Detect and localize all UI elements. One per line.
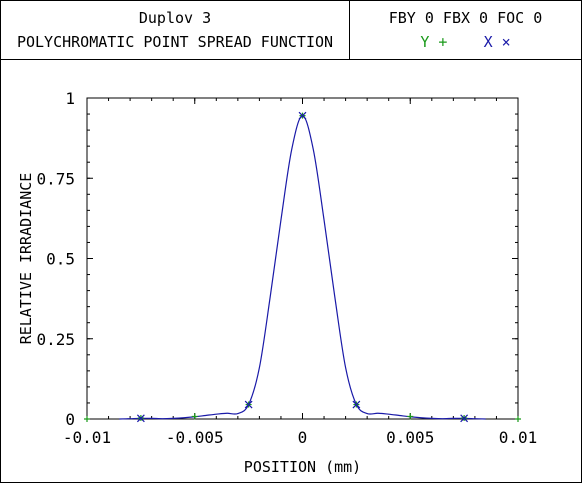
marker-x: [244, 400, 253, 409]
header-title-box: Duplov 3 POLYCHROMATIC POINT SPREAD FUNC…: [1, 1, 350, 60]
marker-y: [191, 413, 198, 420]
y-tick-label: 0.5: [46, 250, 75, 269]
legend-label-y: Y: [420, 33, 430, 51]
marker-x: [136, 414, 145, 423]
marker-y: [407, 413, 414, 420]
marker-x: [460, 414, 469, 423]
legend-marker-y: +: [438, 33, 448, 51]
marker-y: [515, 416, 521, 422]
y-tick-label: 0.25: [36, 330, 75, 349]
x-tick-label: -0.01: [63, 428, 111, 447]
y-tick-label: 1: [65, 89, 75, 108]
x-tick-label: 0: [298, 428, 308, 447]
y-tick-label: 0: [65, 410, 75, 429]
plot-area-frame: [86, 97, 519, 420]
field-info: FBY 0 FBX 0 FOC 0: [388, 9, 543, 27]
x-tick-label: 0.01: [499, 428, 538, 447]
y-tick-label: 0.75: [36, 169, 75, 188]
chart-title: Duplov 3: [138, 9, 212, 27]
legend-marker-x: ×: [501, 33, 511, 51]
header-info-box: FBY 0 FBX 0 FOC 0 Y + X ×: [350, 1, 581, 60]
chart-subtitle: POLYCHROMATIC POINT SPREAD FUNCTION: [16, 33, 334, 51]
x-axis-label: POSITION (mm): [244, 458, 361, 476]
x-tick-label: -0.005: [166, 428, 224, 447]
y-axis-label: RELATIVE IRRADIANCE: [17, 173, 35, 345]
series-line-x: [119, 115, 486, 420]
legend: Y + X ×: [350, 33, 581, 51]
legend-label-x: X: [483, 33, 493, 51]
marker-x: [352, 400, 361, 409]
marker-x: [298, 111, 307, 120]
x-tick-label: 0.005: [386, 428, 434, 447]
marker-y: [84, 416, 90, 422]
